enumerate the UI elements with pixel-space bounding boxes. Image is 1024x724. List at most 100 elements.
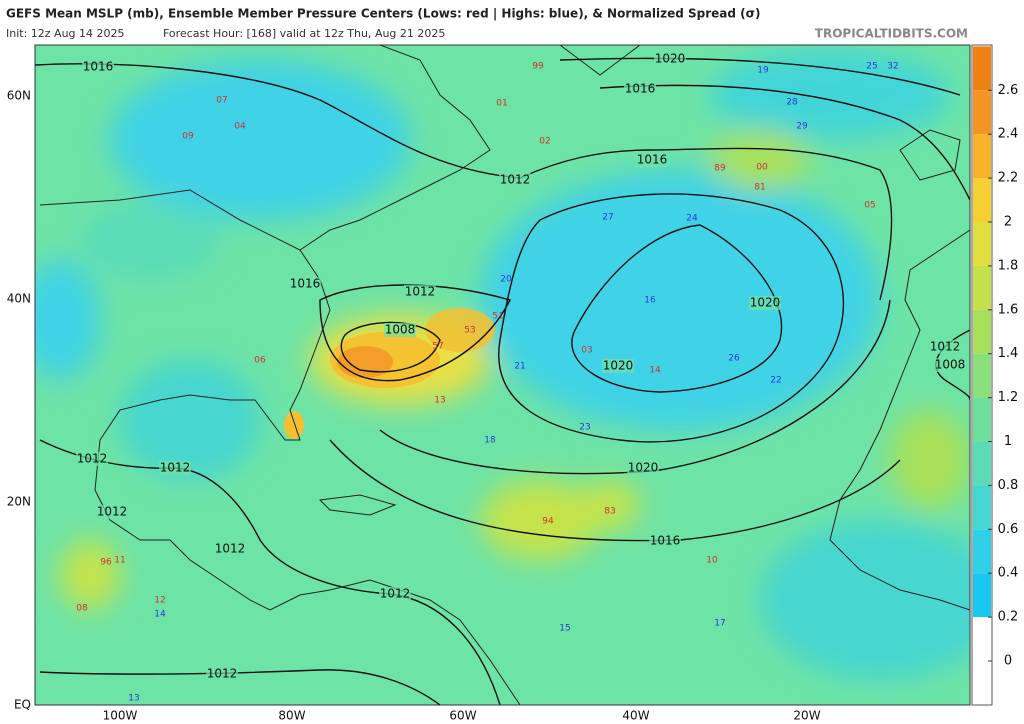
high-center: 21: [514, 362, 525, 372]
coastline: [899, 129, 961, 181]
isobar: [498, 193, 845, 443]
isobar: [340, 321, 441, 373]
low-center: 99: [532, 62, 544, 72]
low-center: 03: [581, 346, 592, 356]
colorbar-label: 0.4: [998, 566, 1019, 581]
colorbar-segment: [973, 529, 991, 574]
isobar: [319, 284, 512, 382]
colorbar-segment: [973, 617, 991, 661]
high-center: 32: [887, 62, 898, 72]
isobar: [35, 63, 893, 301]
longitude-label: 80W: [278, 709, 305, 723]
longitude-label: 100W: [103, 709, 138, 723]
low-center: 11: [114, 556, 125, 566]
high-center: 23: [579, 423, 590, 433]
map-area: [35, 45, 970, 705]
isobar-label-bg: [627, 461, 659, 475]
latitude-label: 40N: [7, 292, 31, 306]
isobar-label: 1016: [625, 82, 656, 96]
watermark: TROPICALTIDBITS.COM: [815, 27, 968, 41]
isobar-label: 1016: [83, 60, 114, 74]
isobar-label: 1020: [655, 52, 686, 66]
coastline: [829, 229, 970, 611]
colorbar-segment: [973, 397, 991, 442]
high-center: 20: [500, 275, 512, 285]
longitude-label: 20W: [793, 709, 820, 723]
high-center: 22: [770, 376, 781, 386]
isobar: [599, 84, 970, 201]
isobar-label: 1012: [215, 542, 246, 556]
colorbar-label: 1.2: [998, 390, 1019, 405]
isobar-label-bg: [624, 82, 656, 96]
low-center: 53: [464, 326, 475, 336]
colorbar-segment: [973, 441, 991, 486]
colorbar-label: 0.2: [998, 610, 1019, 625]
colorbar-label: 2.6: [998, 83, 1019, 98]
longitude-label: 40W: [622, 709, 649, 723]
latitude-label: EQ: [14, 698, 31, 712]
colorbar-segment: [973, 178, 991, 222]
forecast-hour: Forecast Hour: [168] valid at 12z Thu, A…: [163, 27, 445, 40]
high-center: 28: [786, 98, 798, 108]
init-time: Init: 12z Aug 14 2025: [6, 27, 125, 40]
isobar-label-bg: [499, 173, 531, 187]
colorbar-label: 2.2: [998, 171, 1019, 186]
colorbar-label: 2.4: [998, 127, 1019, 142]
low-center: 57: [432, 342, 443, 352]
longitude-label: 60W: [449, 709, 476, 723]
isobar-label-bg: [76, 452, 108, 466]
colorbar-label: 0.8: [998, 478, 1019, 493]
isobar-label-bg: [159, 461, 191, 475]
low-center: 08: [76, 604, 88, 614]
spread-shading: [35, 50, 970, 680]
isobar-label-bg: [649, 534, 681, 548]
low-center: 81: [754, 183, 765, 193]
isobar-label: 1012: [500, 173, 531, 187]
colorbar-label: 1.4: [998, 346, 1019, 361]
colorbar-label: 1.6: [998, 302, 1019, 317]
map-frame: [34, 44, 971, 706]
low-center: 05: [864, 201, 875, 211]
colorbar-segment: [973, 573, 991, 618]
isobar-label: 1016: [650, 534, 681, 548]
high-center: 15: [559, 624, 570, 634]
low-center: 01: [496, 99, 507, 109]
colorbar-outline: [971, 44, 993, 706]
isobar-label-bg: [96, 505, 128, 519]
latitude-label: 20N: [7, 495, 31, 509]
high-center: 29: [796, 122, 808, 132]
isobar: [379, 299, 891, 475]
isobar-label: 1012: [930, 340, 961, 354]
low-center: 07: [216, 96, 227, 106]
low-center: 89: [714, 164, 726, 174]
high-center: 17: [714, 619, 725, 629]
isobar-label: 1012: [160, 461, 191, 475]
high-center: 26: [728, 354, 740, 364]
isobar-label-bg: [934, 358, 966, 372]
isobar-label: 1012: [207, 667, 238, 681]
colorbar-label: 1.8: [998, 258, 1019, 273]
low-center: 02: [539, 137, 550, 147]
isobar-label-bg: [636, 153, 668, 167]
isobar-label: 1008: [935, 358, 966, 372]
isobar-label: 1012: [405, 285, 436, 299]
low-center: 10: [706, 556, 718, 566]
colorbar-label: 0: [1004, 654, 1012, 669]
colorbar-label: 1: [1004, 434, 1012, 449]
isobar-label-bg: [82, 60, 114, 74]
isobar-label-bg: [384, 323, 416, 337]
high-center: 19: [757, 66, 769, 76]
isobar: [39, 439, 501, 705]
high-spread: [284, 411, 304, 439]
low-center: 06: [254, 356, 266, 366]
isobar-label: 1016: [637, 153, 668, 167]
colorbar-segment: [973, 90, 991, 135]
coastline: [299, 45, 491, 251]
colorbar-label: 2: [1004, 215, 1012, 230]
isobar-label-bg: [929, 340, 961, 354]
high-center: 27: [602, 213, 613, 223]
isobar-label: 1012: [380, 587, 411, 601]
isobar-label-bg: [602, 359, 634, 373]
